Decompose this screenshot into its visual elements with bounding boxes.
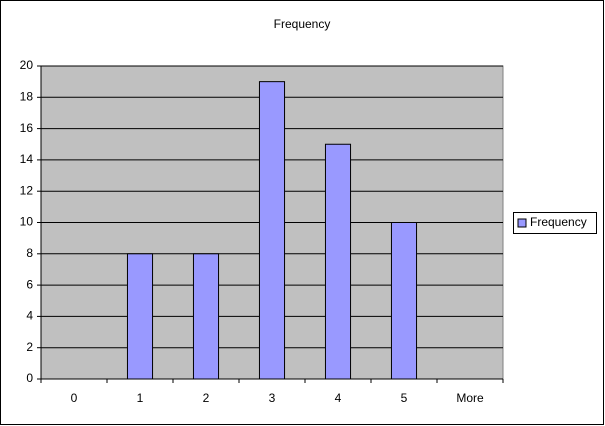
x-tick-label: More [456, 391, 484, 405]
bar [258, 81, 286, 380]
chart-title: Frequency [274, 17, 331, 31]
legend-label: Frequency [530, 215, 587, 229]
bar [192, 253, 220, 380]
y-tick-label: 8 [26, 246, 33, 260]
legend-swatch [517, 218, 527, 228]
y-tick-label: 14 [20, 152, 34, 166]
y-tick-label: 16 [20, 121, 34, 135]
x-tick-label: 0 [71, 391, 78, 405]
legend-box [513, 212, 597, 234]
y-tick-label: 0 [26, 371, 33, 385]
bar [390, 222, 418, 380]
x-tick-label: 5 [401, 391, 408, 405]
y-tick-label: 4 [26, 309, 33, 323]
bar [126, 253, 154, 380]
y-tick-label: 2 [26, 340, 33, 354]
x-tick-label: 4 [335, 391, 342, 405]
x-tick-label: 3 [269, 391, 276, 405]
y-tick-label: 20 [20, 58, 34, 72]
y-tick-label: 12 [20, 183, 34, 197]
y-tick-label: 18 [20, 89, 34, 103]
x-tick-label: 1 [137, 391, 144, 405]
bar [324, 143, 352, 380]
y-tick-label: 10 [20, 215, 34, 229]
y-tick-label: 6 [26, 277, 33, 291]
x-tick-label: 2 [203, 391, 210, 405]
